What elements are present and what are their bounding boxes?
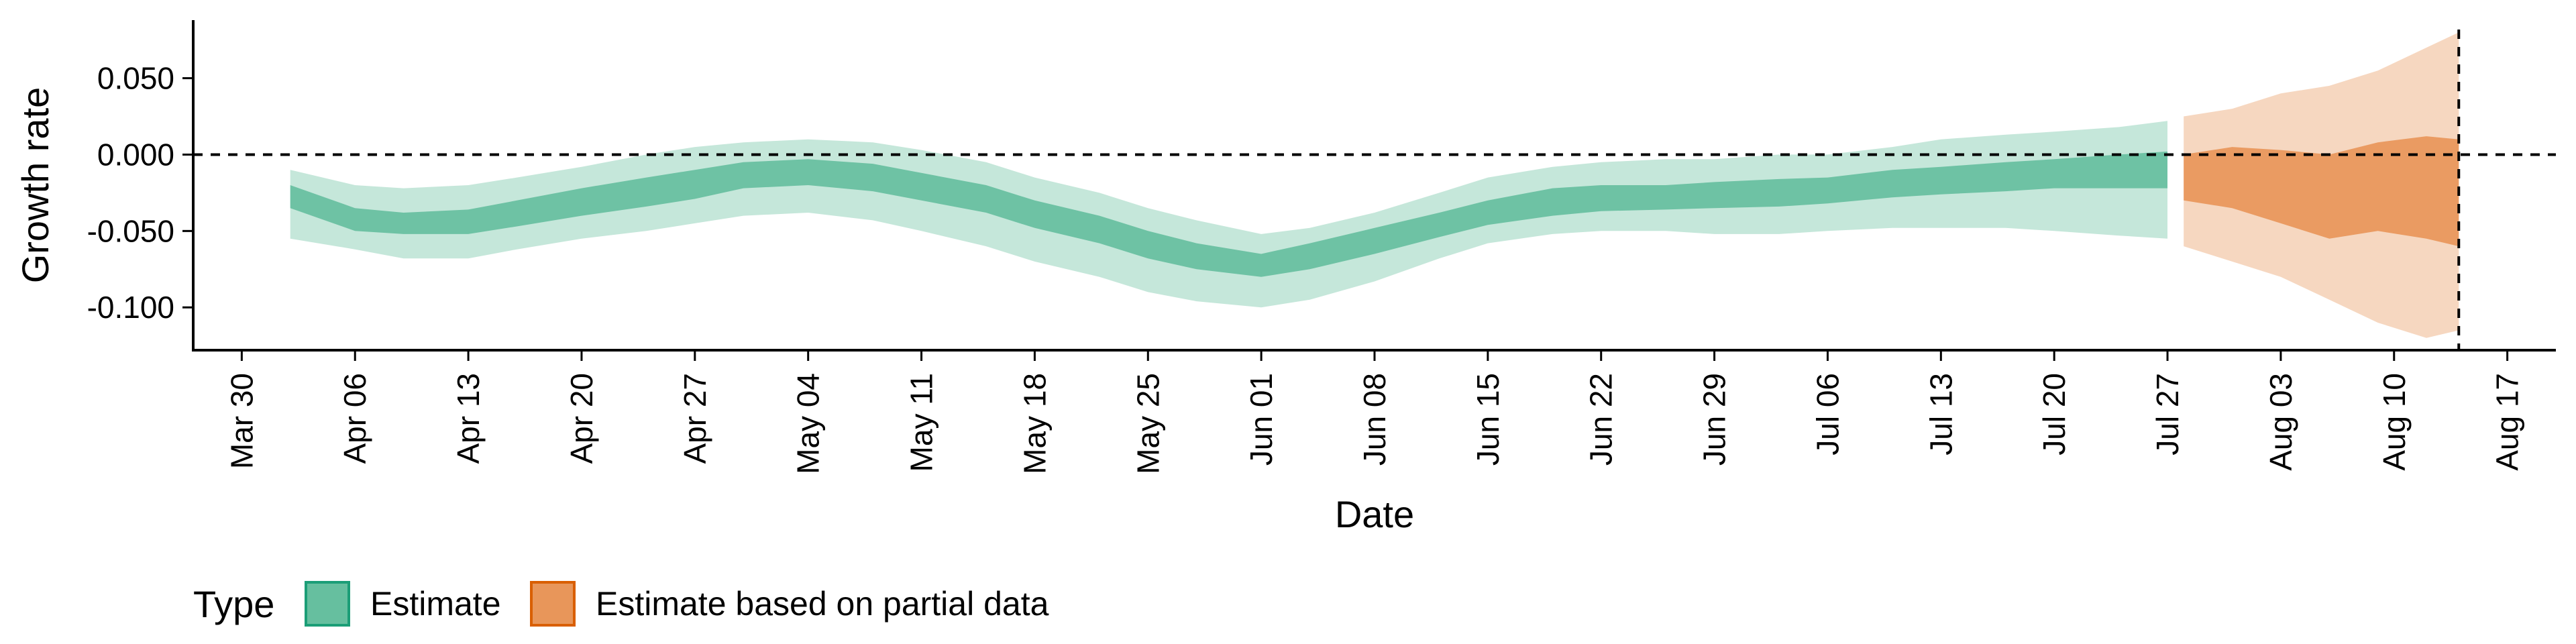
partial-estimate-inner-band	[2184, 136, 2459, 247]
y-axis-title: Growth rate	[14, 87, 56, 284]
y-tick-label: -0.050	[87, 213, 174, 248]
x-tick-label: Jul 06	[1810, 373, 1845, 455]
x-tick-label: Jun 01	[1244, 373, 1279, 466]
x-tick-label: Jun 29	[1697, 373, 1732, 466]
legend-label-partial: Estimate based on partial data	[596, 585, 1049, 623]
x-tick-label: Jun 22	[1584, 373, 1619, 466]
legend-key-partial	[530, 581, 576, 627]
axes: 0.050 0.000 -0.050 -0.100 Mar 30 Apr 06 Apr 13…	[14, 20, 2556, 535]
plot-area	[193, 30, 2556, 350]
x-tick-label: May 25	[1130, 373, 1165, 474]
x-tick-label: Jun 08	[1357, 373, 1392, 466]
y-tick-label: -0.100	[87, 290, 174, 325]
x-tick-label: Jul 20	[2037, 373, 2072, 455]
legend-key-estimate	[305, 581, 350, 627]
x-tick-label: May 04	[791, 373, 826, 474]
legend-label-estimate: Estimate	[370, 585, 501, 623]
x-tick-label: Jul 27	[2150, 373, 2185, 455]
y-tick-label: 0.000	[97, 137, 174, 172]
x-tick-label: Apr 20	[564, 373, 599, 464]
x-tick-label: May 18	[1017, 373, 1052, 474]
x-tick-label: May 11	[904, 373, 939, 472]
x-tick-label: Jun 15	[1470, 373, 1505, 466]
x-tick-label: Apr 27	[678, 373, 712, 464]
x-axis-title: Date	[1335, 493, 1414, 535]
x-tick-label: Mar 30	[224, 373, 259, 469]
x-tick-label: Apr 06	[337, 373, 372, 464]
legend: Type Estimate Estimate based on partial da…	[193, 581, 1049, 627]
x-tick-label: Aug 10	[2377, 373, 2412, 471]
legend-title: Type	[193, 583, 274, 625]
x-tick-label: Jul 13	[1923, 373, 1958, 455]
y-tick-label: 0.050	[97, 61, 174, 96]
x-tick-label: Aug 17	[2490, 373, 2525, 471]
x-tick-label: Apr 13	[451, 373, 486, 464]
x-tick-label: Aug 03	[2263, 373, 2298, 471]
estimate-inner-band	[290, 151, 2168, 277]
